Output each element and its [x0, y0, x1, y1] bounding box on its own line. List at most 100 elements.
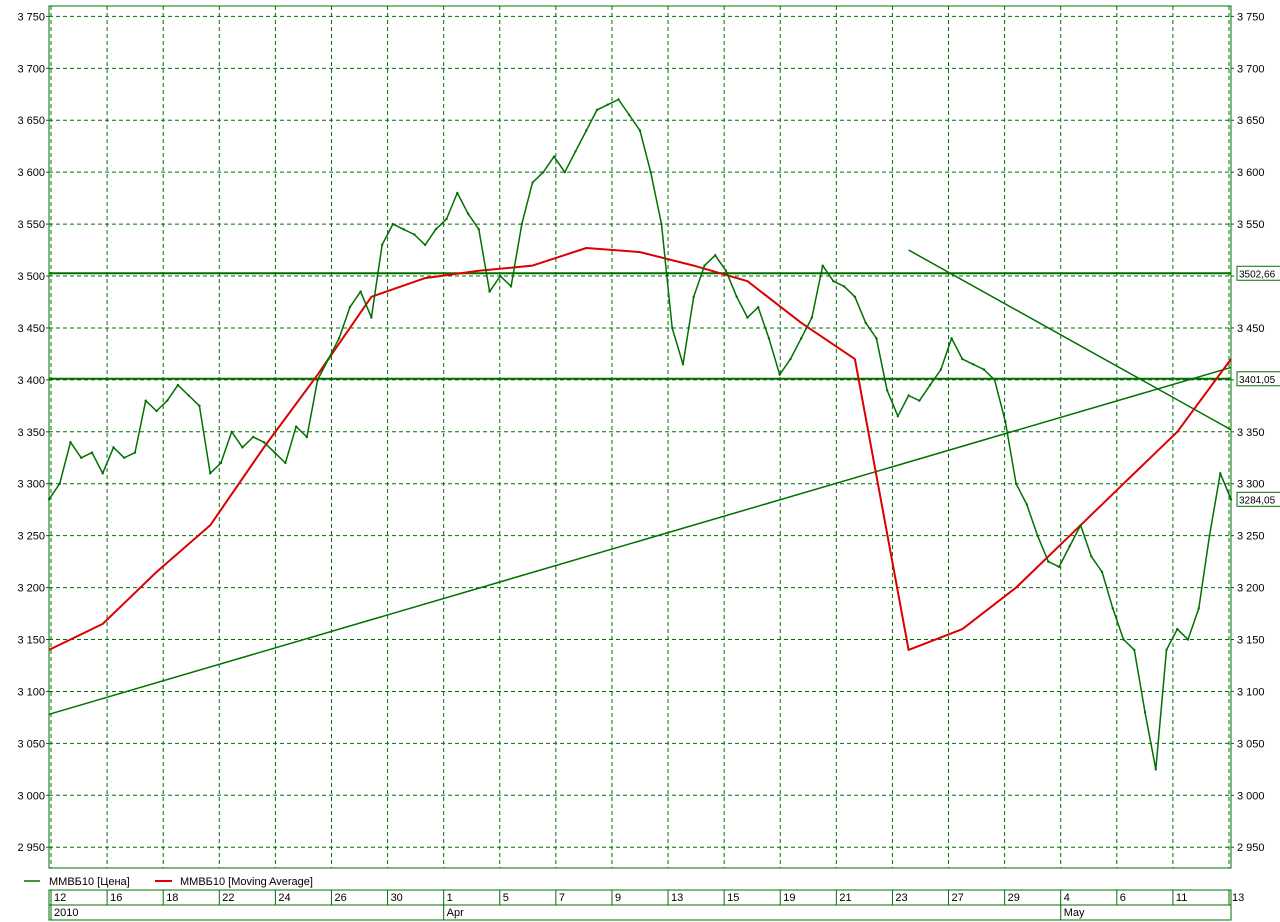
price-point [58, 482, 61, 485]
price-point [423, 243, 427, 247]
level-tag-box [1236, 371, 1280, 387]
legend: ММВБ10 [Цена] ММВБ10 [Moving Average] [24, 876, 313, 888]
price-point [198, 404, 201, 408]
price-point [251, 435, 255, 439]
price-point [703, 264, 706, 267]
y-tick-label: 3 450 [1237, 323, 1265, 335]
y-axis-left: 2 950 3 000 3 050 3 100 3 150 3 200 3 250 3 300… [17, 11, 49, 854]
y-tick-label: 3 400 [17, 375, 45, 387]
y-tick-label: 3 000 [1237, 790, 1265, 802]
price-point [542, 170, 545, 174]
x-tick-label: 23 [895, 892, 907, 904]
price-point [1208, 534, 1211, 537]
price-point [380, 243, 384, 247]
price-point [864, 321, 867, 324]
y-tick-label: 3 150 [1237, 635, 1265, 647]
price-point [445, 217, 448, 221]
price-point [466, 212, 470, 215]
x-axis: 12 16 18 22 24 26 30 1 5 7 9 13 15 19 21 23 27 29 4 6 11 13 2… [48, 889, 1244, 921]
price-point [1229, 498, 1233, 501]
price-point [101, 472, 104, 475]
price-point [799, 337, 803, 340]
price-point [348, 305, 352, 309]
y-tick-label: 3 750 [1237, 11, 1265, 23]
price-point [337, 337, 341, 340]
price-point [832, 280, 835, 283]
price-point [1165, 648, 1168, 652]
price-point [1047, 560, 1050, 563]
y-axis-right: 2 950 3 000 3 050 3 100 3 150 3 200 3 250 3 300… [1231, 11, 1265, 854]
price-point [1219, 472, 1222, 475]
moving-average-series [48, 247, 1232, 651]
x-tick-label: 11 [1176, 892, 1187, 904]
horizontal-levels [49, 272, 1231, 380]
x-tick-label: 12 [54, 892, 66, 904]
y-tick-label: 3 200 [1237, 583, 1265, 595]
x-tick-label: 18 [166, 892, 178, 904]
price-point [133, 451, 137, 454]
x-tick-label: 30 [391, 892, 403, 904]
y-tick-label: 2 950 [17, 842, 45, 854]
price-point [219, 461, 223, 465]
price-point [144, 399, 147, 402]
y-tick-label: 3 250 [17, 531, 45, 543]
price-point [714, 254, 717, 257]
price-point [875, 337, 878, 340]
price-point [123, 456, 126, 459]
trendline [48, 366, 1232, 716]
price-point [789, 357, 792, 361]
plot-background [48, 5, 1232, 869]
price-point [993, 378, 996, 382]
price-point [821, 264, 824, 267]
y-tick-label: 3 200 [17, 583, 45, 595]
price-point [391, 222, 395, 226]
x-tick-label: 29 [1008, 892, 1020, 904]
price-point [1014, 482, 1018, 485]
x-period-label: Apr [447, 907, 464, 919]
price-point [273, 451, 276, 454]
price-point [509, 285, 513, 288]
price-point [1100, 570, 1104, 574]
x-period-label: 2010 [54, 907, 78, 919]
price-point [552, 155, 556, 158]
price-point [628, 113, 631, 117]
y-tick-label: 3 500 [17, 271, 45, 283]
price-point [413, 233, 416, 236]
price-point [746, 316, 749, 319]
x-period-label: May [1064, 907, 1085, 919]
legend-price-label: ММВБ10 [Цена] [49, 876, 130, 888]
grid [49, 6, 1231, 868]
y-tick-label: 3 550 [1237, 219, 1265, 231]
price-point [456, 191, 459, 195]
price-point [327, 357, 330, 361]
price-point [187, 394, 190, 397]
price-point [47, 498, 51, 501]
x-tick-label: 6 [1120, 892, 1126, 904]
x-tick-label: 22 [222, 892, 234, 904]
x-tick-label: 1 [447, 892, 453, 904]
x-tick-label: 5 [503, 892, 509, 904]
price-point [1036, 534, 1039, 537]
level-tag-label: 3401,05 [1239, 375, 1276, 386]
level-tag-label: 3502,66 [1239, 269, 1276, 280]
price-point [757, 305, 760, 309]
price-point [563, 170, 566, 174]
price-point [961, 357, 964, 361]
price-point [241, 446, 244, 449]
y-tick-label: 3 600 [17, 167, 45, 179]
price-point [853, 295, 857, 298]
x-tick-label: 7 [559, 892, 565, 904]
price-point [810, 316, 814, 319]
price-point [520, 222, 523, 226]
price-point [842, 285, 846, 288]
price-point [499, 274, 502, 278]
price-point [1025, 503, 1029, 506]
price-point [262, 440, 266, 444]
price-point [1079, 524, 1082, 527]
price-point [724, 269, 728, 273]
y-tick-label: 3 300 [1237, 479, 1265, 491]
y-tick-label: 2 950 [1237, 842, 1265, 854]
price-point [370, 316, 373, 319]
last-price-tag-label: 3284,05 [1239, 495, 1276, 506]
